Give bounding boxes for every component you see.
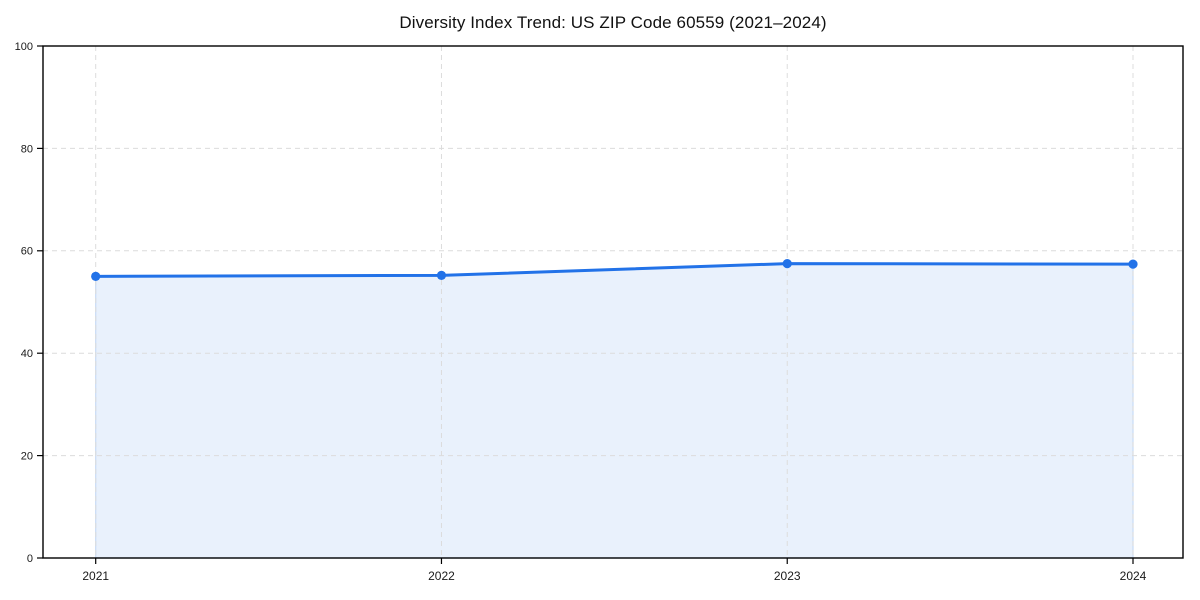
data-point-2023 — [782, 259, 792, 269]
y-tick-label: 20 — [21, 450, 33, 462]
y-tick-label: 0 — [27, 553, 33, 565]
data-point-2021 — [91, 271, 101, 281]
area-fill — [95, 262, 1134, 559]
x-tick-label: 2021 — [82, 569, 109, 583]
y-tick-label: 40 — [21, 348, 33, 360]
x-tick-label: 2022 — [428, 569, 455, 583]
data-point-2022 — [436, 270, 447, 280]
chart-title: Diversity Index Trend: US ZIP Code 60559… — [399, 13, 827, 32]
data-point-2024 — [1128, 259, 1138, 269]
y-tick-label: 80 — [21, 143, 33, 155]
x-tick-label: 2023 — [774, 569, 801, 583]
y-tick-label: 60 — [21, 246, 33, 258]
x-tick-label: 2024 — [1120, 569, 1147, 583]
y-tick-label: 100 — [15, 41, 33, 53]
trend-line — [94, 262, 1135, 278]
plot-border — [42, 45, 1184, 559]
